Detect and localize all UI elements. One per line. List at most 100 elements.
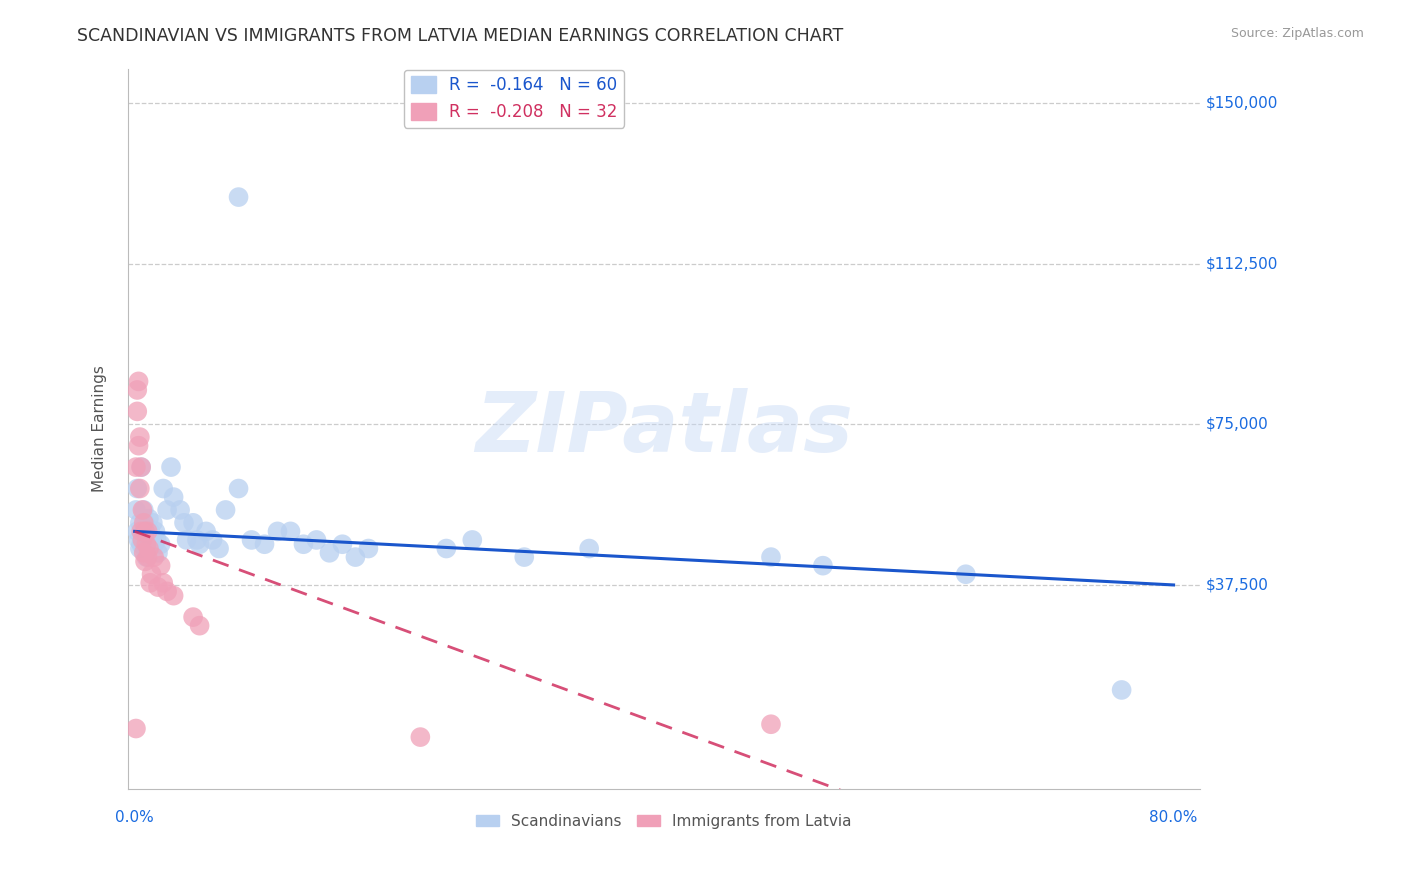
Point [127,383,149,397]
Point [292,537,315,551]
Point [131,533,153,547]
Point [811,558,834,573]
Point [156,503,179,517]
Point [125,460,148,475]
Point [181,516,204,530]
Text: Source: ZipAtlas.com: Source: ZipAtlas.com [1230,27,1364,40]
Point [409,730,432,744]
Point [132,503,155,517]
Point [143,550,166,565]
Point [139,524,162,539]
Point [135,537,157,551]
Point [188,618,211,632]
Point [201,533,224,547]
Point [125,503,148,517]
Text: SCANDINAVIAN VS IMMIGRANTS FROM LATVIA MEDIAN EARNINGS CORRELATION CHART: SCANDINAVIAN VS IMMIGRANTS FROM LATVIA M… [77,27,844,45]
Point [135,533,157,547]
Legend: Scandinavians, Immigrants from Latvia: Scandinavians, Immigrants from Latvia [470,807,858,835]
Point [280,524,302,539]
Point [128,439,150,453]
Point [1111,682,1133,697]
Point [138,511,160,525]
Point [173,516,195,530]
Point [134,524,156,539]
Text: ZIPatlas: ZIPatlas [475,388,853,469]
Point [214,503,236,517]
Point [129,524,152,539]
Point [188,537,211,551]
Point [125,722,148,736]
Point [513,550,536,565]
Point [139,575,162,590]
Point [136,537,159,551]
Point [143,537,166,551]
Point [128,430,150,444]
Point [136,524,159,539]
Point [129,460,152,475]
Text: 80.0%: 80.0% [1149,810,1198,825]
Point [318,546,340,560]
Point [162,490,184,504]
Point [434,541,457,556]
Text: $150,000: $150,000 [1206,95,1278,111]
Point [136,524,159,539]
Point [129,537,152,551]
Point [149,537,172,551]
Point [152,575,174,590]
Point [135,550,157,565]
Text: $37,500: $37,500 [1206,577,1268,592]
Point [131,533,153,547]
Point [128,516,150,530]
Point [132,546,155,560]
Point [195,524,218,539]
Point [357,541,380,556]
Point [344,550,367,565]
Point [134,554,156,568]
Point [128,375,150,389]
Point [955,567,977,582]
Point [146,580,169,594]
Point [136,550,159,565]
Point [152,482,174,496]
Point [228,190,250,204]
Point [253,537,276,551]
Point [128,533,150,547]
Point [128,541,150,556]
Point [160,460,183,475]
Point [461,533,484,547]
Point [132,537,155,551]
Point [186,533,208,547]
Point [127,404,149,418]
Point [138,541,160,556]
Point [141,567,163,582]
Point [134,541,156,556]
Point [169,503,191,517]
Point [759,550,782,565]
Point [181,610,204,624]
Text: $112,500: $112,500 [1206,256,1278,271]
Point [129,460,152,475]
Point [145,533,167,547]
Point [132,516,155,530]
Point [156,584,179,599]
Point [131,503,153,517]
Point [240,533,263,547]
Point [176,533,198,547]
Point [162,589,184,603]
Point [332,537,354,551]
Point [134,516,156,530]
Y-axis label: Median Earnings: Median Earnings [93,365,107,492]
Point [578,541,600,556]
Point [128,482,150,496]
Point [145,524,167,539]
Point [759,717,782,731]
Point [127,524,149,539]
Point [208,541,231,556]
Text: 0.0%: 0.0% [115,810,155,825]
Point [127,482,149,496]
Point [305,533,328,547]
Point [149,558,172,573]
Text: $75,000: $75,000 [1206,417,1268,432]
Point [131,524,153,539]
Point [141,533,163,547]
